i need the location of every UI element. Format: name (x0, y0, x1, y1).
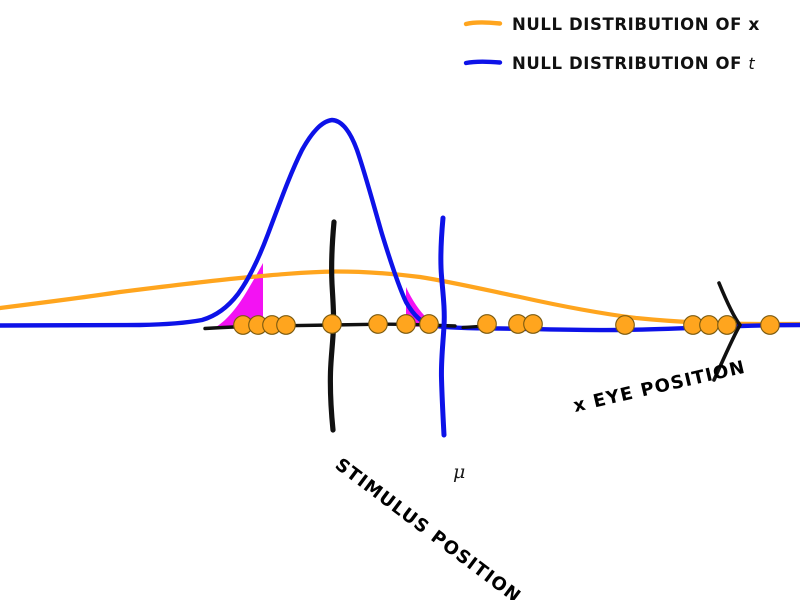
legend-prefix-x: NULL DISTRIBUTION OF (512, 15, 742, 34)
legend: NULL DISTRIBUTION OF x NULL DISTRIBUTION… (463, 15, 760, 73)
axis-labels: x EYE POSITION STIMULUS POSITION μ (331, 357, 748, 600)
data-point (368, 314, 388, 334)
data-point (477, 314, 497, 334)
eye-position-markers (233, 314, 780, 335)
data-point (396, 314, 416, 334)
legend-swatch-null-dist-t (463, 59, 503, 66)
data-point (760, 315, 780, 335)
null-distribution-t-curve (0, 117, 800, 333)
data-point (699, 315, 719, 335)
right-rejection-region (406, 287, 437, 327)
stimulus-position-label: STIMULUS POSITION (331, 454, 525, 600)
right-axis-tick-icon (712, 281, 742, 382)
data-point (419, 314, 439, 334)
legend-prefix-t: NULL DISTRIBUTION OF (512, 54, 742, 73)
data-point (615, 315, 635, 335)
data-point (276, 315, 296, 335)
x-symbol: x (571, 394, 588, 417)
data-point (717, 315, 737, 335)
mu-line (438, 215, 447, 438)
legend-swatch-null-dist-x (463, 20, 503, 27)
x-eye-position-text: EYE POSITION (591, 357, 748, 413)
shaded-regions (216, 263, 437, 327)
left-rejection-region (216, 263, 263, 327)
data-point (322, 314, 342, 334)
data-point (523, 314, 543, 334)
mu-label: μ (453, 461, 465, 483)
legend-symbol-t: t (748, 54, 755, 73)
legend-label-null-dist-x: NULL DISTRIBUTION OF x (512, 15, 760, 35)
legend-symbol-x: x (748, 15, 760, 35)
legend-label-null-dist-t: NULL DISTRIBUTION OF t (512, 54, 755, 73)
null-distribution-x-curve (0, 269, 800, 327)
x-eye-position-label: x EYE POSITION (571, 357, 747, 417)
